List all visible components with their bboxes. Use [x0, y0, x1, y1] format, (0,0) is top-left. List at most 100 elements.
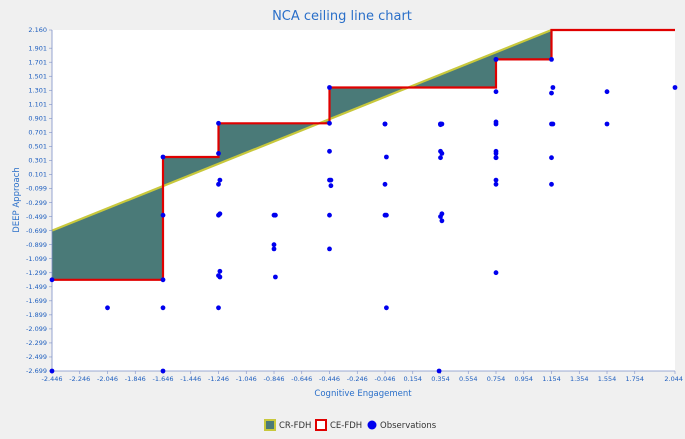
x-tick-label: 0.954: [514, 375, 533, 383]
observation-point: [328, 183, 334, 189]
legend-label-ce-fdh: CE-FDH: [330, 421, 362, 431]
y-tick-label: -1.699: [26, 297, 47, 305]
observation-point: [382, 121, 388, 127]
x-tick-label: -0.446: [319, 375, 340, 383]
y-tick-label: 0.501: [28, 143, 47, 151]
legend-swatch-ce-fdh: [315, 419, 327, 431]
y-tick-label: -1.499: [26, 283, 47, 291]
y-tick-label: -0.099: [26, 185, 47, 193]
observation-point: [493, 181, 499, 187]
y-tick-label: -2.299: [26, 339, 47, 347]
observation-point: [105, 305, 110, 311]
y-tick-label: 0.901: [28, 115, 47, 123]
observation-point: [273, 212, 278, 218]
observation-point: [217, 177, 223, 183]
x-tick-label: -0.246: [347, 375, 368, 383]
y-tick-label: -1.899: [26, 311, 47, 319]
legend-swatch-cr-fdh: [264, 419, 276, 431]
observation-point: [327, 246, 332, 252]
x-tick-label: 0.354: [431, 375, 450, 383]
observation-point: [327, 120, 332, 126]
observation-point: [438, 155, 443, 161]
observation-point: [160, 154, 166, 160]
y-tick-label: 2.160: [28, 26, 47, 34]
x-tick-label: -2.246: [69, 375, 90, 383]
observation-point: [438, 214, 443, 220]
x-tick-label: -1.446: [180, 375, 201, 383]
observation-point: [327, 177, 332, 183]
observation-point: [160, 305, 166, 311]
observation-point: [672, 85, 678, 90]
observation-point: [493, 151, 499, 156]
observation-point: [384, 154, 389, 160]
legend: CR-FDH CE-FDH Observations: [264, 419, 437, 431]
legend-label-observations: Observations: [380, 421, 437, 431]
observation-point: [327, 85, 332, 90]
y-tick-label: -0.299: [26, 199, 47, 207]
x-tick-label: -1.046: [236, 375, 257, 383]
observation-point: [549, 90, 554, 96]
observation-point: [604, 89, 610, 95]
observation-point: [493, 155, 499, 161]
x-tick-label: -2.446: [42, 375, 63, 383]
x-tick-label: -1.846: [125, 375, 146, 383]
observation-point: [273, 274, 278, 280]
observation-point: [549, 57, 554, 62]
x-tick-label: 2.044: [664, 375, 683, 383]
y-tick-label: -2.499: [26, 353, 47, 361]
x-tick-label: -0.046: [375, 375, 396, 383]
observation-point: [438, 121, 443, 127]
x-tick-label: 1.354: [570, 375, 589, 383]
observation-point: [549, 181, 554, 187]
y-tick-label: 0.101: [28, 171, 47, 179]
observation-point: [493, 89, 499, 95]
observation-point: [160, 368, 166, 374]
y-tick-label: -0.899: [26, 241, 47, 249]
observation-point: [216, 305, 221, 311]
legend-swatch-observations: [367, 420, 377, 430]
ce-fdh-line: [52, 28, 675, 281]
x-axis-label: Cognitive Engagement: [314, 389, 412, 399]
y-tick-label: -0.499: [26, 213, 47, 221]
observation-point: [49, 368, 55, 374]
observation-point: [493, 57, 499, 62]
observation-point: [493, 177, 499, 183]
observation-point: [216, 151, 221, 156]
y-tick-label: 0.301: [28, 157, 47, 165]
y-tick-label: -1.299: [26, 269, 47, 277]
chart-title: NCA ceiling line chart: [272, 9, 412, 24]
observation-point: [550, 85, 556, 90]
x-tick-label: -0.646: [291, 375, 312, 383]
cr-fdh-line: [51, 28, 552, 232]
y-tick-label: 1.501: [28, 72, 47, 80]
legend-label-cr-fdh: CR-FDH: [279, 421, 311, 431]
observation-point: [604, 121, 610, 127]
x-tick-label: -2.046: [97, 375, 118, 383]
x-tick-label: 1.754: [625, 375, 644, 383]
y-tick-label: 1.901: [28, 44, 47, 52]
x-tick-label: -0.846: [264, 375, 285, 383]
x-tick-label: 0.154: [403, 375, 422, 383]
y-axis-label: DEEP Approach: [12, 167, 22, 233]
x-tick-label: -1.246: [208, 375, 229, 383]
y-tick-label: 1.701: [28, 58, 47, 66]
observation-point: [493, 270, 499, 276]
observation-point: [216, 181, 221, 187]
y-tick-label: -2.099: [26, 325, 47, 333]
observation-point: [217, 274, 223, 280]
observation-point: [49, 277, 55, 283]
x-tick-label: 1.154: [542, 375, 561, 383]
y-tick-label: 1.101: [28, 101, 47, 109]
x-tick-label: -1.646: [153, 375, 174, 383]
observation-point: [271, 242, 277, 248]
y-tick-label: -2.699: [26, 367, 47, 375]
ceiling-zone-fill: [52, 30, 552, 280]
observation-point: [493, 121, 499, 127]
observation-point: [439, 218, 445, 224]
observation-point: [436, 368, 442, 374]
observation-point: [382, 212, 388, 218]
observation-point: [439, 151, 445, 156]
observation-point: [160, 277, 166, 283]
y-tick-label: -1.099: [26, 255, 47, 263]
